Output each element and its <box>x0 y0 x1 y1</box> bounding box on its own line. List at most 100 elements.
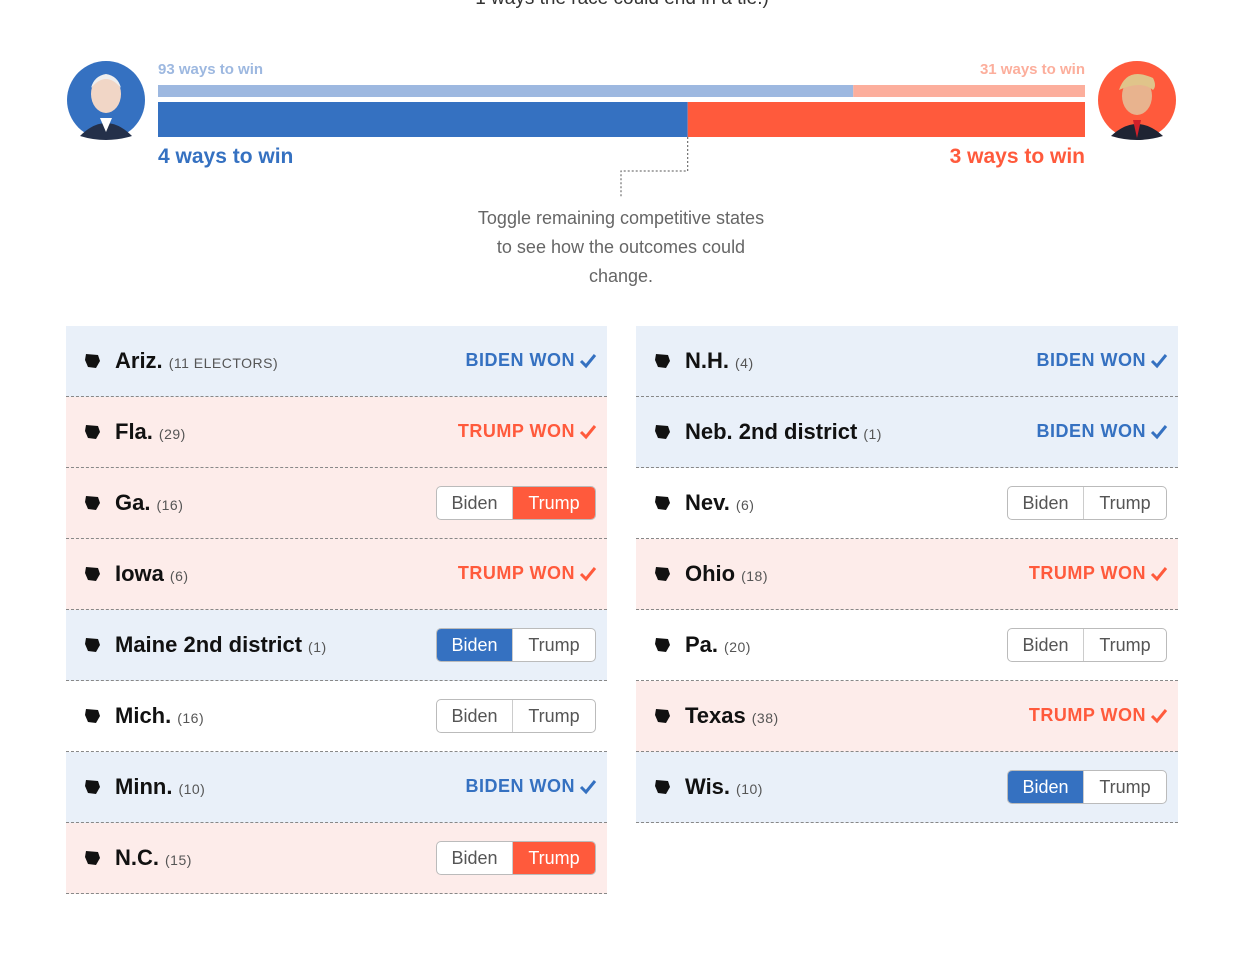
state-name: Pa. (20) <box>685 632 751 657</box>
electors: (1) <box>863 426 882 442</box>
electors: (20) <box>724 639 751 655</box>
state-shape <box>655 425 670 439</box>
biden-all-bar <box>158 85 854 97</box>
electors: (10) <box>178 781 206 797</box>
state-row: Minn. (10) BIDEN WON <box>66 752 607 823</box>
electors: (15) <box>165 852 192 868</box>
toggle-option[interactable]: Biden <box>1008 487 1084 519</box>
check-mark <box>1150 425 1168 440</box>
trump-bar <box>687 102 1085 137</box>
state-icon <box>655 496 670 510</box>
electors: (16) <box>156 497 184 513</box>
state-shape <box>85 638 100 652</box>
state-name: Texas (38) <box>685 703 779 728</box>
biden-all-label: 93 ways to win <box>158 61 264 78</box>
state-name: Nev. (6) <box>685 490 755 515</box>
state-shape <box>85 567 100 581</box>
electors: (11 ELECTORS) <box>168 355 279 371</box>
check-mark <box>579 425 597 440</box>
check-mark <box>1150 567 1168 582</box>
electors: (29) <box>158 426 186 442</box>
check-mark <box>1150 709 1168 724</box>
toggle-option[interactable]: Biden <box>1008 629 1084 661</box>
electors: (16) <box>177 710 205 726</box>
toggle-option[interactable]: Trump <box>513 487 595 519</box>
toggle-option[interactable]: Biden <box>1008 771 1084 803</box>
check-icon <box>1150 354 1168 369</box>
toggle-option[interactable]: Trump <box>528 705 580 726</box>
toggle-option[interactable]: Biden <box>437 700 513 732</box>
result-label: BIDEN WON <box>465 776 575 796</box>
biden-photo <box>67 61 145 140</box>
state-name: Ariz. (11 ELECTORS) <box>115 348 279 373</box>
toggle: Biden Trump <box>1007 628 1167 662</box>
state-row: Pa. (20) Biden Trump <box>636 610 1178 681</box>
intro-text: 1 ways the race could end in a tie.) <box>0 0 1244 10</box>
toggle-option[interactable]: Trump <box>1099 634 1151 655</box>
state-shape <box>655 709 670 723</box>
result-label: BIDEN WON <box>1036 350 1146 370</box>
state-icon <box>655 638 670 652</box>
state-icon <box>85 709 100 723</box>
check-icon <box>579 354 597 369</box>
state-name: Wis. (10) <box>685 774 763 799</box>
state-shape <box>655 567 670 581</box>
state-shape <box>655 780 670 794</box>
toggle-note: Toggle remaining competitive states to s… <box>477 208 765 286</box>
state-shape <box>85 496 100 510</box>
toggle-option[interactable]: Trump <box>528 634 580 655</box>
state-row: Iowa (6) TRUMP WON <box>66 539 607 610</box>
check-icon <box>579 567 597 582</box>
check-mark <box>579 780 597 795</box>
state-name: Minn. (10) <box>115 774 206 799</box>
toggle: Biden Trump <box>1007 770 1167 804</box>
toggle-option[interactable]: Trump <box>1099 492 1151 513</box>
state-row: Maine 2nd district (1) Biden Trump <box>66 610 607 681</box>
state-name: Mich. (16) <box>115 703 205 728</box>
state-icon <box>655 425 670 439</box>
electors: (1) <box>308 639 327 655</box>
trump-all-label: 31 ways to win <box>979 61 1085 78</box>
state-icon <box>85 780 100 794</box>
toggle-option[interactable]: Biden <box>437 629 513 661</box>
state-name: Iowa (6) <box>115 561 189 586</box>
toggle-option[interactable]: Trump <box>1099 776 1151 797</box>
trump-photo <box>1098 61 1176 140</box>
electors: (6) <box>169 568 189 584</box>
toggle-option[interactable]: Biden <box>437 487 513 519</box>
state-name: N.C. (15) <box>115 845 192 870</box>
result-label: BIDEN WON <box>1036 421 1146 441</box>
toggle-option[interactable]: Biden <box>437 842 513 874</box>
state-row: N.C. (15) Biden Trump <box>66 823 607 894</box>
state-row: Wis. (10) Biden Trump <box>636 752 1178 823</box>
check-icon <box>579 425 597 440</box>
outcome-bars <box>158 85 1085 197</box>
state-row: Ga. (16) Biden Trump <box>66 468 607 539</box>
check-icon <box>1150 709 1168 724</box>
check-icon <box>1150 567 1168 582</box>
check-icon <box>1150 425 1168 440</box>
leader-line <box>620 137 689 197</box>
state-icon <box>85 638 100 652</box>
electors: (6) <box>735 497 755 513</box>
state-row: Texas (38) TRUMP WON <box>636 681 1178 752</box>
result-label: TRUMP WON <box>1028 563 1146 583</box>
state-name: Fla. (29) <box>115 419 186 444</box>
state-shape <box>85 780 100 794</box>
result-label: BIDEN WON <box>465 350 575 370</box>
state-row: Nev. (6) Biden Trump <box>636 468 1178 539</box>
state-name: Maine 2nd district (1) <box>115 632 327 657</box>
state-icon <box>85 354 100 368</box>
electors: (10) <box>736 781 763 797</box>
state-shape <box>655 496 670 510</box>
toggle-option[interactable]: Trump <box>513 842 595 874</box>
state-shape <box>655 354 670 368</box>
state-icon <box>85 496 100 510</box>
state-icon <box>85 851 100 865</box>
biden-bar <box>158 102 688 137</box>
result-label: TRUMP WON <box>1028 705 1146 725</box>
result-label: TRUMP WON <box>457 563 575 583</box>
state-shape <box>85 425 100 439</box>
state-row: Ohio (18) TRUMP WON <box>636 539 1178 610</box>
